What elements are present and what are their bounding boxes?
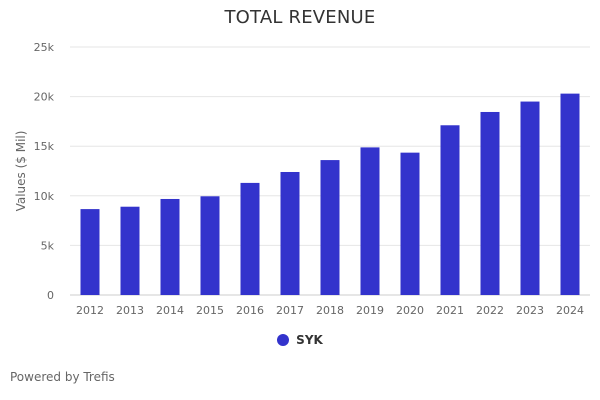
y-tick-label: 25k [34,41,55,54]
powered-by-credit: Powered by Trefis [10,370,115,384]
y-tick-label: 10k [34,190,55,203]
bar-2016[interactable] [240,182,260,295]
x-tick-label: 2013 [116,304,144,317]
x-tick-label: 2022 [476,304,504,317]
legend: SYK [0,333,600,347]
x-tick-label: 2024 [556,304,584,317]
bar-2015[interactable] [200,196,220,295]
bar-2023[interactable] [520,101,540,295]
y-tick-label: 5k [41,239,55,252]
x-tick-label: 2023 [516,304,544,317]
bar-2022[interactable] [480,111,500,295]
x-tick-label: 2012 [76,304,104,317]
chart-title: TOTAL REVENUE [224,7,376,28]
x-tick-label: 2014 [156,304,184,317]
bars [80,93,580,296]
bar-2021[interactable] [440,125,460,295]
y-tick-label: 20k [34,91,55,104]
legend-label: SYK [296,333,323,347]
y-tick-label: 0 [47,289,54,302]
x-tick-label: 2016 [236,304,264,317]
x-tick-label: 2021 [436,304,464,317]
legend-swatch [277,334,290,346]
x-tick-label: 2019 [356,304,384,317]
y-tick-label: 15k [34,140,55,153]
x-tick-label: 2020 [396,304,424,317]
x-tick-label: 2017 [276,304,304,317]
y-axis-ticks: 0 5k 10k 15k 20k 25k [34,41,55,302]
x-tick-label: 2015 [196,304,224,317]
bar-2012[interactable] [80,209,100,295]
x-axis-ticks: 2012 2013 2014 2015 2016 2017 2018 2019 2020 2021… [76,304,584,317]
bar-2018[interactable] [320,160,340,295]
bar-2014[interactable] [160,198,180,295]
legend-item-syk[interactable]: SYK [277,333,323,347]
x-tick-label: 2018 [316,304,344,317]
bar-2017[interactable] [280,171,300,295]
bar-2024[interactable] [560,93,580,296]
bar-2020[interactable] [400,152,420,295]
bar-2019[interactable] [360,147,380,295]
y-axis-title: Values ($ Mil) [14,131,28,212]
bar-2013[interactable] [120,206,140,295]
